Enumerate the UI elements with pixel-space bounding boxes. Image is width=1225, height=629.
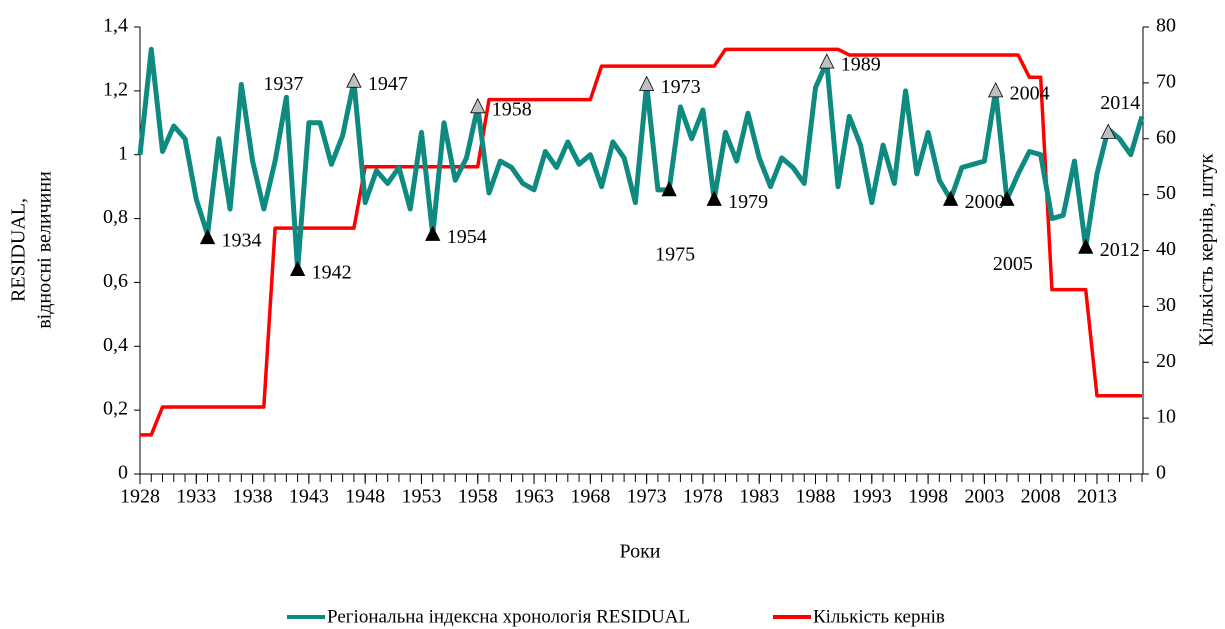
y2-tick-label: 30 <box>1156 294 1176 316</box>
x-tick-label: 1968 <box>570 486 610 508</box>
x-tick-label: 1998 <box>908 486 948 508</box>
annotation-label: 2004 <box>1010 82 1050 104</box>
y-tick-label: 1,4 <box>103 15 128 37</box>
annotation-marker <box>987 81 1004 98</box>
annotation-marker <box>661 180 677 197</box>
x-tick-label: 1933 <box>176 486 216 508</box>
x-tick-label: 1958 <box>458 486 498 508</box>
x-tick-label: 1978 <box>683 486 723 508</box>
x-tick-label: 1948 <box>345 486 385 508</box>
annotation-label: 2000 <box>965 191 1005 213</box>
y-tick-label: 0,8 <box>103 206 128 228</box>
annotation-label: 1973 <box>661 76 701 98</box>
x-tick-label: 1938 <box>233 486 273 508</box>
annotation-marker <box>425 225 441 241</box>
y-axis-title: відносні величини <box>34 171 56 329</box>
y2-tick-label: 10 <box>1156 406 1176 428</box>
y2-axis-title: Кількість кернів, штук <box>1196 154 1218 347</box>
annotation-label: 2012 <box>1100 239 1140 261</box>
annotation-marker <box>346 72 362 88</box>
y2-tick-label: 20 <box>1156 350 1176 372</box>
annotation-label: 1975 <box>655 243 695 265</box>
annotation-marker <box>706 190 722 206</box>
y-tick-label: 1 <box>118 142 128 164</box>
x-tick-label: 1943 <box>289 486 329 508</box>
x-tick-label: 1963 <box>514 486 554 508</box>
y-tick-label: 1,2 <box>103 78 128 100</box>
annotation-marker <box>999 190 1015 206</box>
annotation-label: 1979 <box>728 191 768 213</box>
x-tick-label: 1928 <box>120 486 160 508</box>
y-axis-title: RESIDUAL, <box>8 198 30 302</box>
x-tick-label: 1983 <box>739 486 779 508</box>
annotation-label: 1934 <box>222 229 262 251</box>
y-tick-label: 0,4 <box>103 334 128 356</box>
series-line <box>137 46 1145 273</box>
annotation-label: 1937 <box>263 73 303 95</box>
annotation-marker <box>942 190 959 206</box>
annotation-marker <box>199 228 216 245</box>
annotation-marker <box>1100 123 1116 139</box>
annotation-marker <box>638 75 655 91</box>
x-axis-title: Роки <box>619 541 660 563</box>
x-tick-label: 1973 <box>627 486 667 508</box>
annotation-label: 1942 <box>312 261 352 283</box>
annotation-label: 1958 <box>492 98 532 120</box>
x-tick-label: 2013 <box>1077 486 1117 508</box>
annotation-label: 2014 <box>1100 92 1140 114</box>
annotation-label: 1947 <box>368 73 408 95</box>
x-tick-label: 1988 <box>796 486 836 508</box>
x-tick-label: 2008 <box>1021 486 1061 508</box>
annotation-marker <box>1078 238 1094 254</box>
y2-tick-label: 80 <box>1156 15 1176 37</box>
annotation-marker <box>819 53 835 69</box>
annotation-label: 2005 <box>993 253 1033 275</box>
annotation-label: 1989 <box>841 54 881 76</box>
annotation-marker <box>289 260 306 277</box>
y2-tick-label: 40 <box>1156 238 1176 260</box>
y2-tick-label: 0 <box>1156 462 1166 484</box>
y-tick-label: 0,2 <box>103 398 128 420</box>
y2-tick-label: 50 <box>1156 182 1176 204</box>
x-tick-label: 2003 <box>964 486 1004 508</box>
legend-label: Регіональна індексна хронологія RESIDUAL <box>327 606 690 627</box>
y2-tick-label: 70 <box>1156 70 1176 92</box>
legend-label: Кількість кернів <box>813 606 945 627</box>
y-tick-label: 0,6 <box>103 270 128 292</box>
series-line <box>140 47 1142 437</box>
x-tick-label: 1993 <box>852 486 892 508</box>
x-tick-label: 1953 <box>401 486 441 508</box>
annotation-label: 1954 <box>447 226 487 248</box>
annotation-marker <box>470 97 486 114</box>
y-tick-label: 0 <box>118 462 128 484</box>
y2-tick-label: 60 <box>1156 126 1176 148</box>
